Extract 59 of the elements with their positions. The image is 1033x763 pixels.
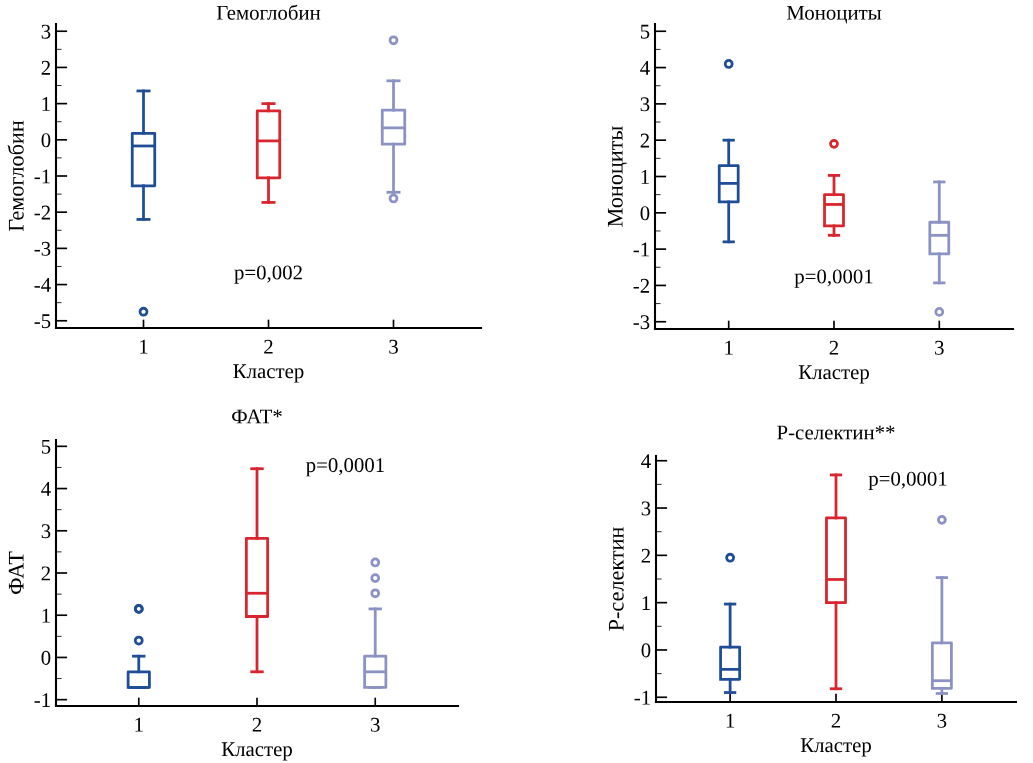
annotation: p=0,0001 (868, 471, 947, 490)
x-tick-label: 1 (725, 340, 733, 355)
x-tick-label: 1 (140, 339, 148, 354)
y-tick-label: 3 (41, 524, 51, 539)
x-tick-label: 2 (831, 713, 841, 728)
x-tick-label: 3 (389, 339, 398, 354)
x-tick-label: 2 (252, 717, 262, 732)
y-tick-label: -1 (34, 169, 50, 184)
x-tick-label: 3 (937, 713, 947, 728)
x-axis-title: Кластер (221, 742, 292, 761)
x-tick-label: 2 (264, 339, 273, 354)
annotation: p=0,002 (234, 265, 302, 284)
y-tick-label: -1 (34, 693, 50, 707)
x-tick-label: 3 (935, 340, 944, 355)
chart-title: ФАТ* (232, 409, 282, 424)
y-tick-label: 2 (41, 566, 50, 581)
y-tick-label: 0 (640, 206, 650, 221)
y-tick-label: 2 (640, 133, 649, 148)
x-tick-label: 1 (726, 713, 735, 728)
x-axis-title: Кластер (798, 365, 869, 384)
y-tick-label: -2 (34, 205, 50, 220)
chart-title: Р-селектин** (777, 425, 895, 440)
y-tick-label: -1 (633, 242, 649, 257)
x-tick-label: 2 (829, 340, 839, 355)
y-tick-label: 3 (41, 24, 51, 39)
y-tick-label: -1 (634, 690, 650, 705)
x-axis-title: Кластер (800, 738, 871, 757)
y-tick-label: -5 (34, 314, 51, 329)
y-axis-title: Гемоглобин (7, 120, 24, 232)
y-tick-label: 4 (640, 61, 650, 75)
y-axis-title: Р-селектин (608, 527, 624, 631)
x-axis-title: Кластер (233, 364, 304, 383)
x-tick-label: 3 (371, 717, 380, 732)
y-axis-title: Моноциты (607, 126, 627, 227)
y-tick-label: 4 (641, 454, 651, 468)
chart-title: Гемоглобин (216, 4, 321, 20)
chart-title: Моноциты (786, 5, 882, 24)
y-tick-label: 1 (642, 596, 650, 610)
y-tick-label: -2 (633, 278, 649, 293)
annotation: p=0,0001 (306, 458, 384, 477)
y-tick-label: 1 (42, 97, 50, 111)
y-tick-label: 1 (641, 169, 649, 184)
y-tick-label: 4 (41, 482, 51, 496)
x-tick-label: 1 (135, 717, 143, 732)
y-tick-label: 1 (42, 608, 50, 623)
y-tick-label: 3 (640, 97, 650, 112)
y-tick-label: -4 (34, 278, 51, 292)
annotation: p=0,0001 (794, 269, 873, 288)
y-axis-title: ФАТ (8, 551, 24, 595)
y-tick-label: 2 (41, 60, 50, 75)
y-tick-label: 2 (641, 548, 650, 563)
y-tick-label: 0 (641, 643, 651, 658)
y-tick-label: -3 (34, 241, 51, 256)
y-tick-label: 5 (41, 439, 51, 454)
y-tick-label: 0 (41, 650, 51, 665)
y-tick-label: -3 (633, 315, 650, 330)
y-tick-label: 5 (640, 24, 650, 39)
y-tick-label: 0 (41, 133, 51, 148)
y-tick-label: 3 (641, 501, 651, 516)
